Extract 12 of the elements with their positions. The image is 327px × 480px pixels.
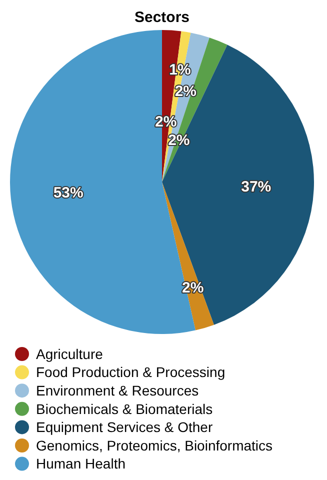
data-label: 2%: [155, 114, 177, 131]
legend-label: Human Health: [36, 456, 126, 472]
data-label: 37%: [241, 178, 272, 196]
data-label: 1%: [169, 62, 191, 79]
legend-label: Equipment Services & Other: [36, 419, 213, 436]
legend-label: Environment & Resources: [36, 382, 199, 398]
data-label: 53%: [53, 184, 84, 202]
legend-label: Biochemicals & Biomaterials: [36, 400, 213, 417]
legend-label: Food Production & Processing: [36, 364, 226, 380]
legend-label: Genomics, Proteomics, Bioinformatics: [36, 437, 273, 454]
legend-label: Agriculture: [36, 346, 104, 362]
chart-title: Sectors: [134, 9, 190, 26]
